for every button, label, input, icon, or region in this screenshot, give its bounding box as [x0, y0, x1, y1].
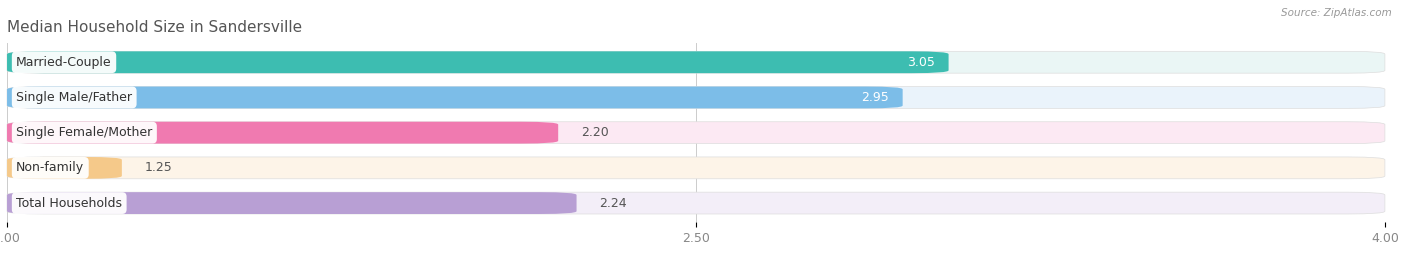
Text: 2.20: 2.20	[581, 126, 609, 139]
FancyBboxPatch shape	[7, 192, 1385, 214]
Text: Total Households: Total Households	[17, 196, 122, 210]
Text: 2.24: 2.24	[599, 196, 627, 210]
FancyBboxPatch shape	[7, 51, 1385, 73]
FancyBboxPatch shape	[7, 122, 1385, 144]
Text: 3.05: 3.05	[907, 56, 935, 69]
Text: 2.95: 2.95	[860, 91, 889, 104]
FancyBboxPatch shape	[7, 157, 122, 179]
Text: Married-Couple: Married-Couple	[17, 56, 112, 69]
FancyBboxPatch shape	[7, 87, 903, 108]
Text: Non-family: Non-family	[17, 161, 84, 174]
FancyBboxPatch shape	[7, 157, 1385, 179]
Text: Source: ZipAtlas.com: Source: ZipAtlas.com	[1281, 8, 1392, 18]
Text: Single Female/Mother: Single Female/Mother	[17, 126, 152, 139]
FancyBboxPatch shape	[7, 122, 558, 144]
FancyBboxPatch shape	[7, 51, 949, 73]
Text: Median Household Size in Sandersville: Median Household Size in Sandersville	[7, 20, 302, 35]
FancyBboxPatch shape	[7, 192, 576, 214]
FancyBboxPatch shape	[7, 87, 1385, 108]
Text: Single Male/Father: Single Male/Father	[17, 91, 132, 104]
Text: 1.25: 1.25	[145, 161, 173, 174]
